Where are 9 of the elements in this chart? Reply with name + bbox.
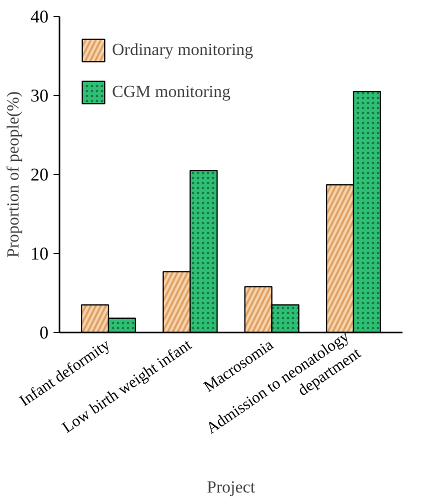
x-axis-title: Project — [206, 478, 256, 497]
legend-label: Ordinary monitoring — [112, 40, 254, 60]
legend-label: CGM monitoring — [112, 82, 231, 102]
y-tick-label: 30 — [30, 86, 48, 106]
y-axis-title: Proportion of people(%) — [4, 91, 22, 258]
y-tick-label: 0 — [40, 322, 48, 342]
y-tick-label: 40 — [30, 6, 48, 26]
y-tick-label: 10 — [30, 244, 48, 264]
y-tick-label: 20 — [30, 164, 48, 184]
